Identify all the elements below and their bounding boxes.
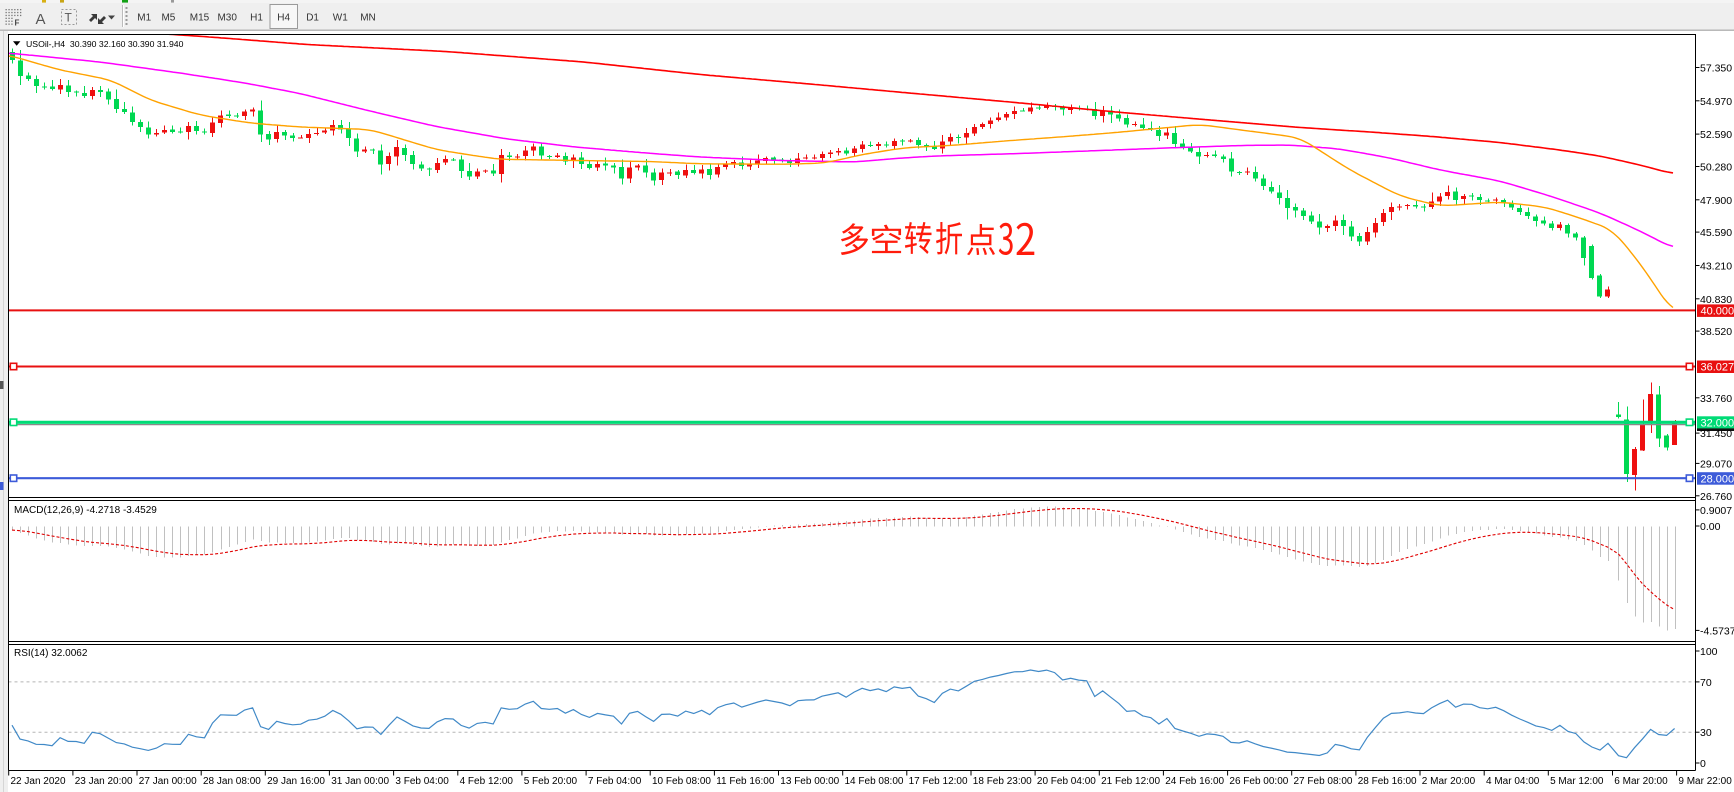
svg-text:31 Jan 00:00: 31 Jan 00:00 (331, 776, 389, 787)
svg-text:0.00: 0.00 (1700, 521, 1721, 533)
svg-text:H1: H1 (250, 13, 263, 24)
svg-text:28 Feb 16:00: 28 Feb 16:00 (1358, 776, 1417, 787)
svg-text:13 Feb 00:00: 13 Feb 00:00 (780, 776, 839, 787)
svg-text:H4: H4 (277, 13, 290, 24)
svg-text:M5: M5 (161, 13, 175, 24)
svg-text:M30: M30 (217, 13, 237, 24)
svg-text:6 Mar 20:00: 6 Mar 20:00 (1614, 776, 1668, 787)
svg-text:38.520: 38.520 (1700, 326, 1732, 338)
svg-text:3 Feb 04:00: 3 Feb 04:00 (395, 776, 449, 787)
svg-text:-4.5737: -4.5737 (1700, 625, 1734, 637)
svg-text:28 Jan 08:00: 28 Jan 08:00 (203, 776, 261, 787)
svg-text:T: T (65, 11, 73, 25)
svg-text:70: 70 (1700, 677, 1712, 689)
svg-text:100: 100 (1700, 646, 1718, 658)
svg-text:45.590: 45.590 (1700, 227, 1732, 239)
svg-text:26.760: 26.760 (1700, 491, 1732, 503)
svg-text:23 Jan 20:00: 23 Jan 20:00 (75, 776, 133, 787)
svg-text:MACD(12,26,9) -4.2718 -3.4529: MACD(12,26,9) -4.2718 -3.4529 (14, 505, 157, 516)
svg-text:43.210: 43.210 (1700, 261, 1732, 273)
svg-text:M15: M15 (190, 13, 210, 24)
svg-text:31.450: 31.450 (1700, 428, 1732, 440)
svg-text:5 Feb 20:00: 5 Feb 20:00 (524, 776, 578, 787)
svg-text:27 Jan 00:00: 27 Jan 00:00 (139, 776, 197, 787)
svg-text:29.070: 29.070 (1700, 458, 1732, 470)
svg-text:54.970: 54.970 (1700, 96, 1732, 108)
svg-text:0.9007: 0.9007 (1700, 505, 1732, 517)
svg-text:RSI(14) 32.0062: RSI(14) 32.0062 (14, 648, 88, 659)
svg-text:20 Feb 04:00: 20 Feb 04:00 (1037, 776, 1096, 787)
svg-text:18 Feb 23:00: 18 Feb 23:00 (973, 776, 1032, 787)
svg-text:52.590: 52.590 (1700, 129, 1732, 141)
svg-text:36.027: 36.027 (1701, 362, 1734, 374)
svg-text:30: 30 (1700, 727, 1712, 739)
svg-text:M1: M1 (137, 13, 151, 24)
svg-text:MN: MN (360, 13, 376, 24)
svg-text:USOil-,H4 30.390 32.160 30.39: USOil-,H4 30.390 32.160 30.390 31.940 (26, 39, 184, 49)
svg-text:40.000: 40.000 (1701, 306, 1734, 318)
svg-text:4 Feb 12:00: 4 Feb 12:00 (460, 776, 514, 787)
svg-text:22 Jan 2020: 22 Jan 2020 (11, 776, 66, 787)
svg-text:28.000: 28.000 (1701, 473, 1734, 485)
svg-text:29 Jan 16:00: 29 Jan 16:00 (267, 776, 325, 787)
svg-text:26 Feb 00:00: 26 Feb 00:00 (1229, 776, 1288, 787)
svg-text:9 Mar 22:00: 9 Mar 22:00 (1678, 776, 1732, 787)
svg-text:27 Feb 08:00: 27 Feb 08:00 (1294, 776, 1353, 787)
svg-text:F: F (15, 19, 20, 28)
svg-text:50.280: 50.280 (1700, 162, 1732, 174)
svg-text:D1: D1 (306, 13, 319, 24)
svg-text:14 Feb 08:00: 14 Feb 08:00 (845, 776, 904, 787)
svg-text:10 Feb 08:00: 10 Feb 08:00 (652, 776, 711, 787)
svg-text:W1: W1 (333, 13, 348, 24)
svg-text:40.830: 40.830 (1700, 294, 1732, 306)
svg-text:2 Mar 20:00: 2 Mar 20:00 (1422, 776, 1476, 787)
svg-text:33.760: 33.760 (1700, 393, 1732, 405)
svg-text:7 Feb 04:00: 7 Feb 04:00 (588, 776, 642, 787)
svg-text:A: A (36, 11, 46, 28)
svg-text:21 Feb 12:00: 21 Feb 12:00 (1101, 776, 1160, 787)
svg-text:47.900: 47.900 (1700, 195, 1732, 207)
svg-text:24 Feb 16:00: 24 Feb 16:00 (1165, 776, 1224, 787)
svg-text:4 Mar 04:00: 4 Mar 04:00 (1486, 776, 1540, 787)
svg-text:32.000: 32.000 (1701, 418, 1734, 430)
svg-text:57.350: 57.350 (1700, 63, 1732, 75)
svg-text:11 Feb 16:00: 11 Feb 16:00 (716, 776, 775, 787)
svg-text:17 Feb 12:00: 17 Feb 12:00 (909, 776, 968, 787)
svg-text:0: 0 (1700, 758, 1706, 770)
svg-text:5 Mar 12:00: 5 Mar 12:00 (1550, 776, 1604, 787)
